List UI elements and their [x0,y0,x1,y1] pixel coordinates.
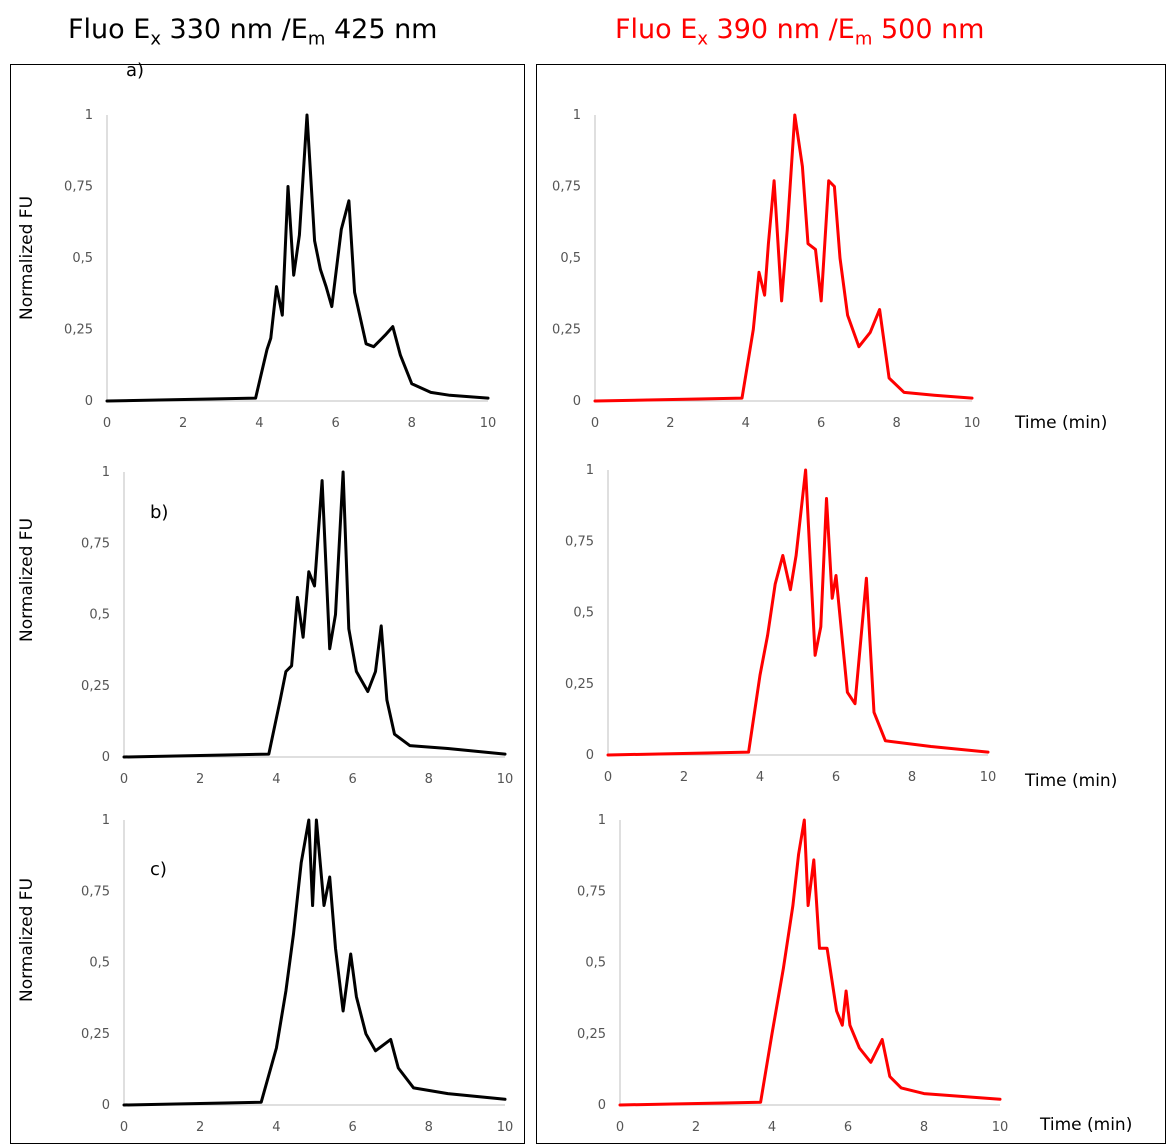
y-tick-label: 0,25 [577,1027,606,1042]
y-tick-label: 1 [586,463,594,478]
y-tick-label: 0,25 [64,323,93,338]
x-tick-label: 8 [920,1120,928,1135]
x-tick-label: 8 [425,1120,433,1135]
x-tick-label: 4 [768,1120,776,1135]
y-tick-label: 1 [573,108,581,123]
x-tick-label: 0 [120,772,128,787]
x-axis-label: Time (min) [1024,771,1117,791]
x-tick-label: 0 [120,1120,128,1135]
x-tick-label: 6 [348,772,356,787]
y-tick-label: 1 [102,813,110,828]
y-tick-label: 0,75 [81,536,110,551]
x-tick-label: 10 [497,1120,514,1135]
y-tick-label: 0,75 [577,884,606,899]
x-tick-label: 4 [272,772,280,787]
x-tick-label: 8 [908,770,916,785]
x-tick-label: 4 [255,416,263,431]
x-tick-label: 10 [964,416,981,431]
y-tick-label: 1 [102,465,110,480]
x-tick-label: 0 [103,416,111,431]
panel-label: b) [150,502,168,523]
y-axis-label: Normalized FU [17,518,37,642]
x-tick-label: 4 [756,770,764,785]
x-axis-label: Time (min) [1039,1115,1132,1135]
y-tick-label: 0 [573,394,581,409]
series-line [593,113,974,403]
x-tick-label: 2 [179,416,187,431]
x-tick-label: 2 [692,1120,700,1135]
y-tick-label: 0,25 [552,323,581,338]
x-tick-label: 2 [680,770,688,785]
y-tick-label: 0,25 [565,677,594,692]
y-tick-label: 0,5 [585,956,606,971]
y-axis-label: Normalized FU [17,196,37,320]
series-line [122,470,507,759]
x-tick-label: 6 [348,1120,356,1135]
y-tick-label: 0 [586,748,594,763]
x-tick-label: 0 [591,416,599,431]
y-tick-label: 0 [85,394,93,409]
x-tick-label: 10 [992,1120,1009,1135]
x-tick-label: 6 [331,416,339,431]
series-line [606,468,990,757]
y-tick-label: 0 [102,1098,110,1113]
x-tick-label: 2 [196,772,204,787]
y-tick-label: 1 [598,813,606,828]
y-tick-label: 0,5 [72,251,93,266]
x-tick-label: 6 [832,770,840,785]
panel-label: a) [126,60,144,81]
y-tick-label: 0,5 [89,956,110,971]
x-tick-label: 8 [892,416,900,431]
x-tick-label: 4 [742,416,750,431]
x-tick-label: 2 [196,1120,204,1135]
series-line [618,818,1002,1107]
series-line [105,113,490,403]
x-tick-label: 10 [980,770,997,785]
y-tick-label: 0,25 [81,1027,110,1042]
right-column-title: Fluo Ex 390 nm /Em 500 nm [615,14,985,50]
y-tick-label: 0,5 [573,606,594,621]
x-tick-label: 4 [272,1120,280,1135]
left-column-title: Fluo Ex 330 nm /Em 425 nm [68,14,438,50]
series-line [122,818,507,1107]
y-tick-label: 0 [102,750,110,765]
x-tick-label: 6 [844,1120,852,1135]
y-axis-label: Normalized FU [17,878,37,1002]
x-axis-label: Time (min) [1014,413,1107,433]
y-tick-label: 0,75 [552,180,581,195]
x-tick-label: 10 [497,772,514,787]
y-tick-label: 0,75 [565,534,594,549]
x-tick-label: 10 [480,416,497,431]
y-tick-label: 0,75 [81,884,110,899]
x-tick-label: 0 [616,1120,624,1135]
x-tick-label: 2 [666,416,674,431]
y-tick-label: 0,5 [89,608,110,623]
y-tick-label: 0,75 [64,180,93,195]
x-tick-label: 8 [408,416,416,431]
y-tick-label: 0 [598,1098,606,1113]
y-tick-label: 0,25 [81,679,110,694]
x-tick-label: 6 [817,416,825,431]
panel-label: c) [150,859,167,880]
y-tick-label: 0,5 [560,251,581,266]
x-tick-label: 8 [425,772,433,787]
y-tick-label: 1 [85,108,93,123]
x-tick-label: 0 [604,770,612,785]
